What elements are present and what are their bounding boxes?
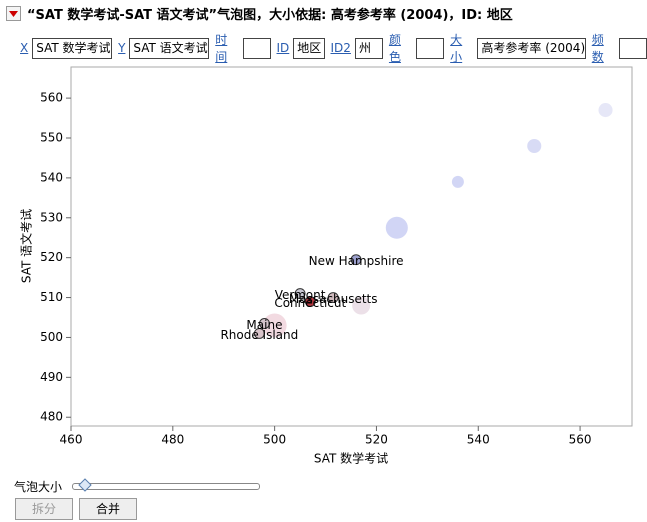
menu-triangle[interactable]: [6, 6, 21, 21]
bubble: [527, 138, 542, 154]
bubble: [451, 175, 464, 188]
x-tick-label: 560: [569, 433, 592, 447]
bubble: [352, 296, 371, 315]
x-tick-label: 480: [161, 433, 184, 447]
point-label: Maine: [246, 318, 282, 332]
bubble: [258, 318, 270, 329]
role-box[interactable]: 地区: [293, 37, 325, 59]
chart: New Hampshire MassachusettsVermontConnect…: [19, 66, 633, 466]
role-link[interactable]: ID: [276, 41, 290, 55]
y-tick-label: 530: [40, 210, 63, 224]
point-label: Massachusetts: [289, 292, 378, 306]
bubble: [294, 288, 306, 300]
role-box[interactable]: [242, 37, 271, 59]
plot-frame: [70, 66, 633, 427]
x-tick-label: 520: [365, 433, 388, 447]
y-axis-label: SAT 语文考试: [19, 209, 34, 283]
title-bar: “SAT 数学考试-SAT 语文考试”气泡图，大小依据: 高考参考率 (2004…: [6, 4, 513, 23]
split-button[interactable]: 拆分: [15, 498, 73, 520]
y-tick-label: 560: [40, 91, 63, 105]
x-tick-label: 460: [60, 433, 83, 447]
role-controls: X SAT 数学考试 Y SAT 语文考试 时间 ID 地区 ID2 州颜色 大小 高考参考率 (2…: [18, 31, 647, 65]
x-axis-label: SAT 数学考试: [314, 451, 388, 466]
x-tick-label: 500: [263, 433, 286, 447]
role-link[interactable]: Y: [118, 41, 126, 55]
role-box[interactable]: SAT 语文考试: [129, 37, 210, 59]
y-tick-label: 520: [40, 250, 63, 264]
point-label: New Hampshire: [309, 254, 404, 268]
bubble: [304, 296, 316, 308]
point-label: Vermont: [275, 288, 326, 302]
bubble: [327, 292, 339, 304]
slider-track[interactable]: [72, 478, 261, 492]
point-label: Rhode Island: [220, 328, 298, 342]
role-link[interactable]: 频数: [591, 33, 604, 64]
x-tick-label: 540: [467, 433, 490, 447]
y-tick-label: 510: [40, 290, 63, 304]
role-link[interactable]: ID2: [330, 41, 351, 55]
title: “SAT 数学考试-SAT 语文考试”气泡图，大小依据: 高考参考率 (2004…: [27, 8, 513, 23]
slider-thumb[interactable]: [78, 478, 92, 492]
bubble: [598, 103, 613, 118]
role-link[interactable]: X: [20, 41, 29, 55]
role-box[interactable]: [416, 37, 445, 59]
bubble-size-slider: 气泡大小: [14, 478, 261, 495]
role-link[interactable]: 大小: [450, 33, 463, 64]
y-tick-label: 500: [40, 330, 63, 344]
y-tick-label: 550: [40, 131, 63, 145]
role-box[interactable]: SAT 数学考试: [32, 37, 113, 59]
role-link[interactable]: 时间: [215, 33, 228, 64]
y-tick-label: 480: [40, 410, 63, 424]
point-label: Connecticut: [274, 296, 346, 310]
bubble: [262, 313, 287, 338]
role-box[interactable]: 高考参考率 (2004): [477, 37, 586, 59]
slider-label: 气泡大小: [14, 480, 63, 494]
bubble: [253, 327, 265, 339]
role-box[interactable]: 州: [354, 37, 383, 59]
combine-button[interactable]: 合并: [79, 498, 137, 520]
bubble: [350, 254, 362, 266]
bubble: [385, 216, 408, 239]
buttons: 拆分 合并: [15, 498, 137, 520]
role-box[interactable]: [618, 37, 647, 59]
y-tick-label: 540: [40, 170, 63, 184]
y-tick-label: 490: [40, 370, 63, 384]
role-link[interactable]: 颜色: [388, 33, 401, 64]
